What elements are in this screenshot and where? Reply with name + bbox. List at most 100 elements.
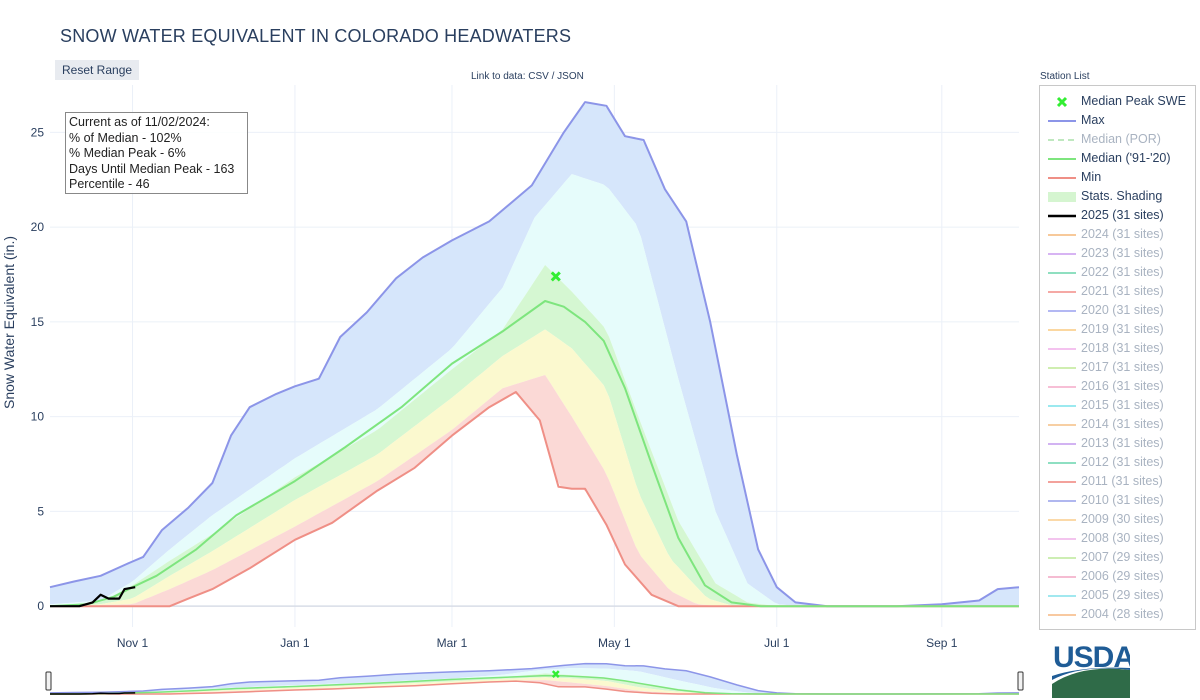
legend-symbol-icon — [1048, 367, 1076, 369]
legend-item[interactable]: Median ('91-'20) — [1046, 149, 1195, 168]
legend-label: 2020 (31 sites) — [1081, 303, 1164, 317]
band-p30-p10 — [50, 329, 1019, 607]
legend-item[interactable]: Median Peak SWE — [1046, 92, 1195, 111]
range-slider — [45, 662, 1024, 695]
legend-item[interactable]: 2024 (31 sites) — [1046, 225, 1195, 244]
legend-label: 2012 (31 sites) — [1081, 455, 1164, 469]
legend-label: 2006 (29 sites) — [1081, 569, 1164, 583]
legend-symbol-icon — [1048, 192, 1076, 202]
band-p70-p30 — [50, 265, 1019, 607]
current-status-box: Current as of 11/02/2024: % of Median - … — [65, 112, 248, 194]
legend-label: 2017 (31 sites) — [1081, 360, 1164, 374]
legend-label: 2007 (29 sites) — [1081, 550, 1164, 564]
band-max-p90 — [50, 102, 1019, 607]
legend-symbol-icon — [1048, 405, 1076, 407]
legend-label: 2024 (31 sites) — [1081, 227, 1164, 241]
legend-item[interactable]: 2015 (31 sites) — [1046, 396, 1195, 415]
legend-item[interactable]: 2016 (31 sites) — [1046, 377, 1195, 396]
x-tick-label: May 1 — [598, 636, 631, 650]
legend-label: 2011 (31 sites) — [1081, 474, 1163, 488]
info-line: % of Median - 102% — [69, 130, 182, 145]
legend-item[interactable]: 2004 (28 sites) — [1046, 605, 1195, 624]
legend-label: 2016 (31 sites) — [1081, 379, 1164, 393]
legend-label: 2023 (31 sites) — [1081, 246, 1164, 260]
mini-median-line — [49, 674, 1019, 695]
legend-label: Max — [1081, 113, 1105, 127]
legend-item[interactable]: 2006 (29 sites) — [1046, 567, 1195, 586]
legend-item[interactable]: 2019 (31 sites) — [1046, 320, 1195, 339]
legend-label: 2019 (31 sites) — [1081, 322, 1164, 336]
legend-label: 2021 (31 sites) — [1081, 284, 1164, 298]
legend-label: 2015 (31 sites) — [1081, 398, 1164, 412]
legend-item[interactable]: 2009 (30 sites) — [1046, 510, 1195, 529]
legend-item[interactable]: 2023 (31 sites) — [1046, 244, 1195, 263]
legend-label: 2004 (28 sites) — [1081, 607, 1164, 621]
legend-item[interactable]: 2007 (29 sites) — [1046, 548, 1195, 567]
data-link[interactable]: Link to data: CSV / JSON — [471, 71, 584, 82]
mini-current-line — [50, 692, 136, 695]
legend-symbol-icon — [1048, 386, 1076, 388]
info-line: Percentile - 46 — [69, 177, 150, 191]
legend-item[interactable]: 2021 (31 sites) — [1046, 282, 1195, 301]
legend-label: 2025 (31 sites) — [1081, 208, 1164, 222]
min-line — [50, 391, 1019, 608]
legend-item[interactable]: 2022 (31 sites) — [1046, 263, 1195, 282]
x-tick-label: Mar 1 — [437, 636, 468, 650]
legend-item[interactable]: 2025 (31 sites) — [1046, 206, 1195, 225]
legend-symbol-icon — [1048, 462, 1076, 464]
legend-symbol-icon — [1056, 96, 1068, 108]
legend-label: 2014 (31 sites) — [1081, 417, 1164, 431]
legend-item[interactable]: 2008 (30 sites) — [1046, 529, 1195, 548]
station-list-link[interactable]: Station List — [1040, 71, 1090, 82]
legend-symbol-icon — [1048, 348, 1076, 350]
legend-label: Median (POR) — [1081, 132, 1161, 146]
legend-label: 2018 (31 sites) — [1081, 341, 1164, 355]
legend-label: 2022 (31 sites) — [1081, 265, 1164, 279]
legend-symbol-icon — [1048, 253, 1076, 255]
legend-symbol-icon — [1048, 158, 1076, 160]
current-year-line — [50, 586, 136, 608]
range-handle-right[interactable] — [1017, 671, 1024, 691]
legend-item[interactable]: Stats. Shading — [1046, 187, 1195, 206]
x-tick-label: Nov 1 — [117, 636, 149, 650]
median-line — [49, 300, 1019, 608]
legend-symbol-icon — [1048, 500, 1076, 502]
reset-range-button[interactable]: Reset Range — [55, 60, 140, 80]
legend-item[interactable]: 2018 (31 sites) — [1046, 339, 1195, 358]
page-title: SNOW WATER EQUIVALENT IN COLORADO HEADWA… — [60, 26, 572, 46]
mini-band — [50, 668, 1017, 694]
y-tick-label: 25 — [31, 125, 45, 139]
legend-item[interactable]: 2012 (31 sites) — [1046, 453, 1195, 472]
x-tick-label: Jan 1 — [280, 636, 310, 650]
y-tick-label: 0 — [37, 599, 44, 613]
legend-label: 2008 (30 sites) — [1081, 531, 1164, 545]
range-handle-left[interactable] — [45, 671, 52, 691]
y-tick-label: 5 — [37, 504, 44, 518]
legend-item[interactable]: 2014 (31 sites) — [1046, 415, 1195, 434]
legend-label: 2005 (29 sites) — [1081, 588, 1164, 602]
x-tick-label: Jul 1 — [764, 636, 790, 650]
legend-item[interactable]: 2011 (31 sites) — [1046, 472, 1195, 491]
legend-item[interactable]: 2005 (29 sites) — [1046, 586, 1195, 605]
info-line: Days Until Median Peak - 163 — [69, 161, 235, 176]
legend-item[interactable]: Min — [1046, 168, 1195, 187]
legend-item[interactable]: Max — [1046, 111, 1195, 130]
median-peak-marker — [550, 271, 561, 282]
info-line: Current as of 11/02/2024: — [69, 115, 210, 129]
legend-item[interactable]: 2020 (31 sites) — [1046, 301, 1195, 320]
legend-item[interactable]: 2017 (31 sites) — [1046, 358, 1195, 377]
legend-symbol-icon — [1048, 538, 1076, 540]
legend-symbol-icon — [1048, 519, 1076, 521]
mini-min-line — [50, 680, 1019, 695]
legend-symbol-icon — [1048, 310, 1076, 312]
legend-item[interactable]: 2010 (31 sites) — [1046, 491, 1195, 510]
legend-item[interactable]: 2013 (31 sites) — [1046, 434, 1195, 453]
legend-item[interactable]: Median (POR) — [1046, 130, 1195, 149]
info-line: % Median Peak - 6% — [69, 146, 186, 160]
legend-symbol-icon — [1048, 576, 1076, 578]
legend-symbol-icon — [1048, 291, 1076, 293]
legend-symbol-icon — [1048, 177, 1076, 179]
legend-label: 2013 (31 sites) — [1081, 436, 1164, 450]
legend-label: Median ('91-'20) — [1081, 151, 1171, 165]
